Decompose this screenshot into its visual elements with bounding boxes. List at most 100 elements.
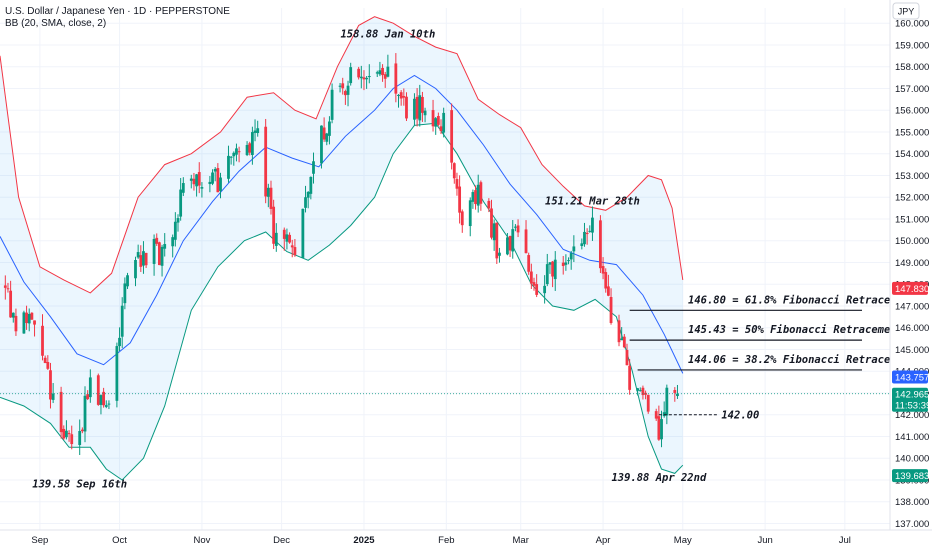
candle-body: [362, 77, 366, 80]
candle: [599, 215, 602, 274]
candle-body: [200, 187, 204, 189]
candle-body: [479, 182, 483, 204]
currency-box: [892, 2, 920, 20]
support-label: 142.00: [721, 410, 759, 422]
bollinger-band-fill: [0, 16, 683, 480]
time-tick-label: Sep: [31, 535, 48, 546]
candle-body: [46, 362, 50, 369]
candle-body: [508, 236, 512, 251]
candle: [604, 268, 608, 293]
candle-body: [160, 246, 164, 266]
candle-body: [256, 128, 260, 134]
candle: [553, 251, 557, 291]
candle: [152, 234, 156, 276]
candle-body: [524, 229, 528, 254]
candle-body: [434, 118, 438, 127]
candle: [527, 252, 531, 275]
candle-body: [208, 181, 212, 185]
candle-body: [357, 68, 361, 78]
price-badge: [892, 469, 928, 483]
candle-body: [490, 208, 493, 238]
candle: [88, 369, 92, 403]
candle: [572, 235, 576, 263]
candle: [136, 244, 140, 259]
countdown-label: 11:53:39: [895, 401, 931, 412]
candle: [343, 89, 347, 105]
candle: [41, 314, 44, 361]
candle: [3, 275, 7, 300]
candle: [306, 191, 310, 209]
candle: [349, 62, 353, 86]
candle: [288, 232, 291, 244]
candle-body: [320, 125, 323, 164]
fib-label: 145.43 = 50% Fibonacci Retracement: [688, 324, 903, 336]
candle-body: [604, 272, 608, 289]
candle: [524, 220, 528, 254]
candle: [580, 238, 584, 250]
candle-body: [304, 197, 307, 208]
candle-body: [51, 393, 55, 400]
candle-body: [99, 395, 103, 405]
candle-body: [543, 285, 547, 294]
candle-body: [548, 262, 552, 265]
candle: [516, 219, 520, 238]
candle: [415, 88, 419, 127]
candle-body: [423, 110, 427, 116]
candle-body: [33, 320, 36, 325]
candle-body: [383, 74, 387, 79]
price-tick-label: 140.000: [895, 454, 929, 465]
price-tick-label: 142.000: [895, 410, 929, 421]
candle-body: [341, 83, 345, 89]
candle: [636, 387, 640, 396]
candle-body: [636, 388, 640, 391]
candle-body: [322, 127, 326, 140]
candle: [654, 408, 658, 421]
candle: [248, 141, 252, 156]
time-axis[interactable]: Sep Oct Nov Dec 2025 Feb Mar Apr May Jun Jul: [0, 529, 932, 546]
candle: [142, 241, 145, 274]
price-badge: [892, 370, 928, 384]
price-tick-label: 141.000: [895, 432, 929, 443]
candle-body: [415, 96, 419, 119]
time-tick-label: May: [674, 535, 692, 546]
candle-body: [102, 391, 106, 406]
candle: [490, 199, 493, 240]
candle: [375, 70, 379, 77]
price-axis[interactable]: JPY137.000138.000139.000140.000141.00014…: [889, 0, 932, 550]
candle: [423, 107, 427, 123]
candle: [6, 282, 10, 293]
candle: [413, 93, 416, 126]
candle-body: [511, 229, 515, 252]
candle-body: [272, 206, 276, 244]
candle: [80, 427, 84, 434]
price-axis-bg: [890, 0, 932, 550]
candle: [665, 384, 669, 425]
candle: [585, 228, 589, 245]
candle-body: [211, 172, 214, 184]
price-tick-label: 151.000: [895, 214, 929, 225]
candle: [274, 223, 278, 252]
candle: [583, 222, 586, 247]
price-tick-label: 159.000: [895, 40, 929, 51]
candle: [606, 274, 610, 297]
price-tick-label: 137.000: [895, 519, 929, 530]
price-tick-label: 157.000: [895, 84, 929, 95]
candle-body: [418, 95, 422, 121]
candle: [229, 156, 233, 165]
candle-body: [237, 151, 241, 153]
fib-label: 144.06 = 38.2% Fibonacci Retracement: [688, 354, 916, 366]
candle-body: [120, 305, 124, 337]
price-tick-label: 155.000: [895, 127, 929, 138]
candle-body: [338, 85, 342, 87]
candle: [181, 177, 185, 197]
price-tick-label: 146.000: [895, 323, 929, 334]
candle: [455, 172, 459, 196]
chart-title: U.S. Dollar / Japanese Yen · 1D · PEPPER…: [5, 6, 230, 17]
candle-body: [269, 187, 273, 209]
candle-body: [11, 312, 15, 318]
candle-body: [545, 264, 549, 285]
candle: [471, 189, 475, 209]
candle: [561, 255, 565, 275]
candle-body: [328, 121, 331, 136]
